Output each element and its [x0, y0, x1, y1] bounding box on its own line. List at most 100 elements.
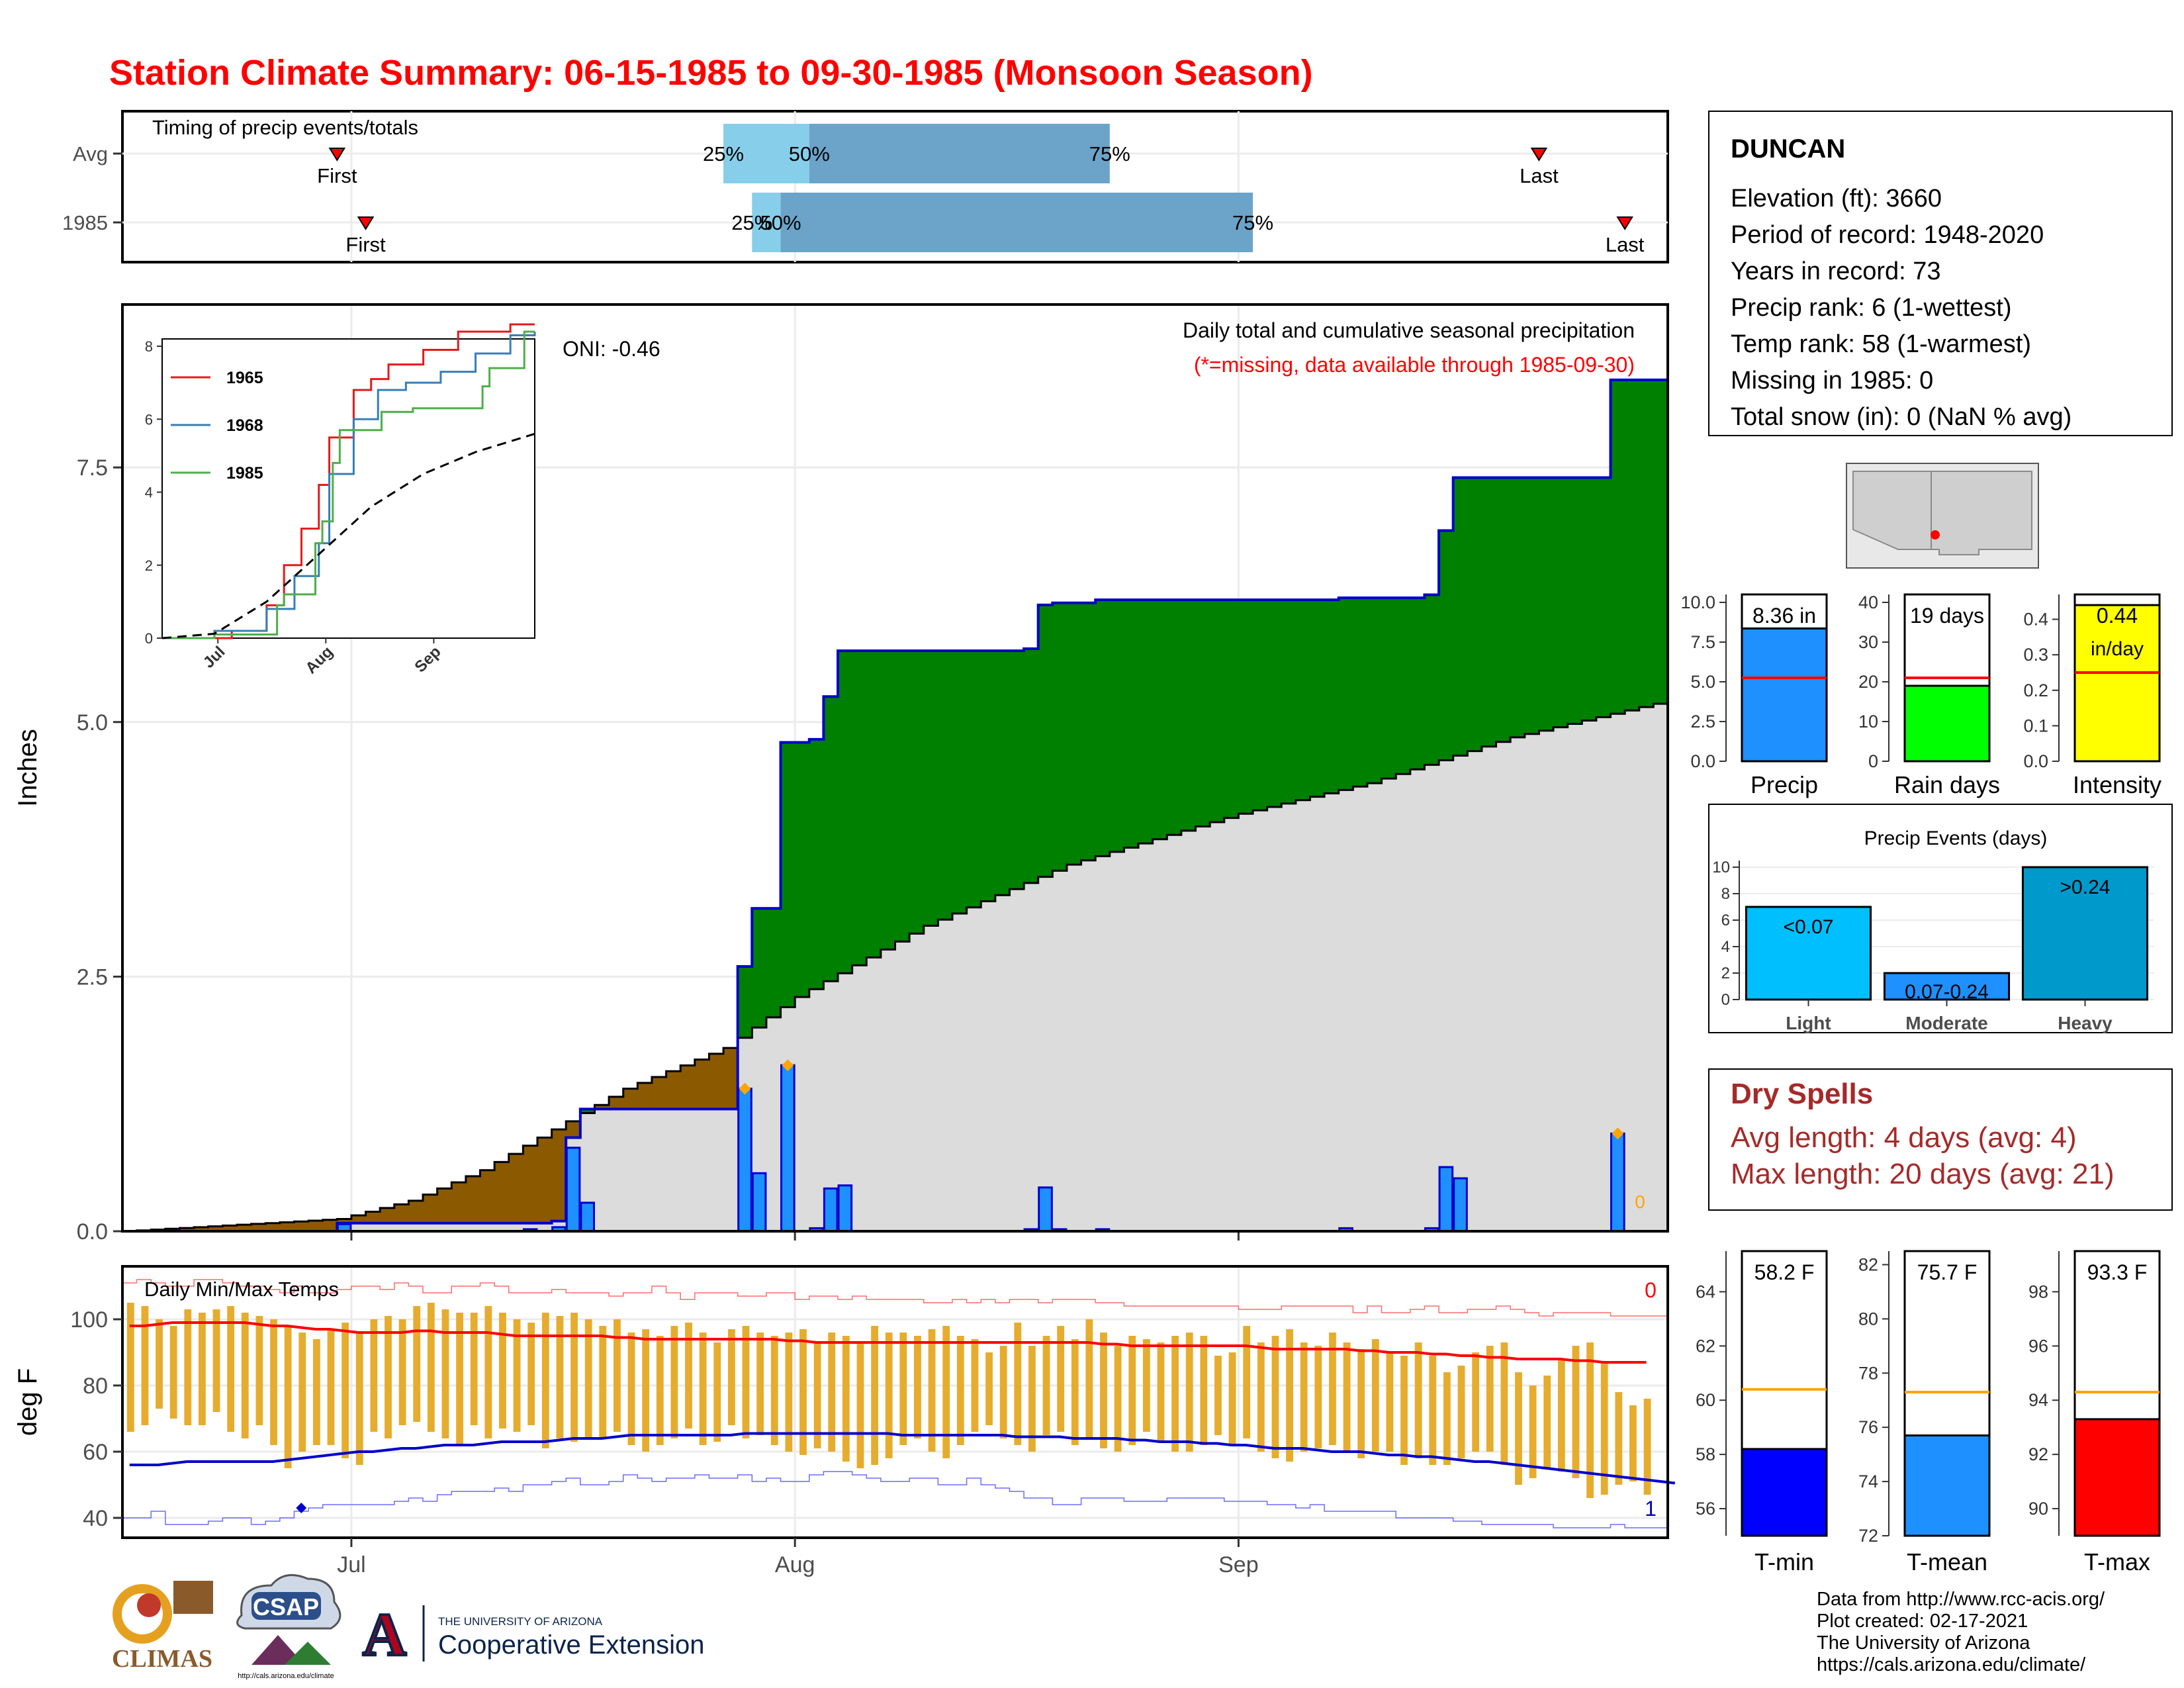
season-temp-ytick-label: 74: [1858, 1472, 1878, 1491]
below-normal-fill: [1295, 800, 1311, 1231]
daily-temp-range-bar: [856, 1342, 864, 1468]
below-normal-fill: [938, 919, 953, 1231]
daily-temp-range-bar: [1572, 1346, 1580, 1478]
below-normal-fill: [680, 1109, 696, 1231]
inset-frame: [161, 338, 535, 639]
inset-legend-label: 1985: [226, 464, 263, 483]
below-normal-fill: [1181, 830, 1197, 1231]
record-day-marker: [739, 1082, 751, 1095]
daily-temp-range-bar: [212, 1309, 220, 1412]
daily-temp-range-bar: [427, 1303, 435, 1432]
below-normal-fill: [823, 981, 839, 1231]
deficit-fill: [551, 1129, 567, 1221]
daily-temp-range-bar: [727, 1329, 735, 1425]
season-total-value-bar: [2073, 604, 2161, 763]
logos: CLIMAS CSAP http://cals.arizona.edu/clim…: [112, 1573, 704, 1680]
season-total-value-bar: [1741, 627, 1828, 763]
record-min-count: 1: [1645, 1497, 1657, 1521]
daily-temp-range-bar: [484, 1306, 492, 1438]
daily-temp-range-bar: [1443, 1372, 1451, 1465]
above-normal-fill: [852, 651, 867, 966]
daily-temp-range-bar: [1028, 1346, 1036, 1452]
daily-temp-range-bar: [398, 1319, 406, 1425]
daily-temp-range-bar: [1371, 1339, 1379, 1452]
events-bar: [2021, 866, 2149, 1001]
inset-ytick-label: 8: [145, 338, 153, 355]
daily-temp-range-bar: [899, 1333, 907, 1445]
below-normal-fill: [1381, 778, 1396, 1231]
above-normal-fill: [938, 651, 953, 920]
season-total-ytick-label: 20: [1858, 672, 1878, 692]
dry-spells-box: Dry Spells Avg length: 4 days (avg: 4) M…: [1708, 1068, 2173, 1211]
timing-last-marker: [1530, 148, 1548, 162]
below-normal-fill: [1639, 707, 1654, 1231]
page-title: Station Climate Summary: 06-15-1985 to 0…: [109, 53, 1313, 93]
deficit-fill: [623, 1088, 638, 1109]
above-normal-fill: [966, 651, 981, 908]
bottom-xtick-label: Aug: [775, 1552, 815, 1577]
below-normal-fill: [966, 907, 981, 1231]
below-normal-fill: [1052, 870, 1068, 1231]
station-line-period: Period of record: 1948-2020: [1731, 221, 2044, 249]
deficit-fill: [508, 1154, 523, 1223]
above-normal-fill: [1524, 477, 1540, 734]
season-total-value-label: 8.36 in: [1752, 604, 1816, 628]
daily-temp-range-bar: [756, 1333, 764, 1435]
season-totals-panels: 0.0 2.5 5.0 7.5 10.0 8.36 in Precip 0 10 20 30 40 19…: [1680, 592, 2161, 798]
dry-spells-avg-length: Avg length: 4 days (avg: 4): [1731, 1121, 2077, 1154]
below-normal-fill: [1310, 796, 1325, 1231]
below-normal-fill: [1424, 765, 1439, 1231]
daily-temp-range-bar: [813, 1342, 821, 1448]
daily-temp-range-bar: [441, 1309, 449, 1438]
daily-temp-range-bar: [1142, 1339, 1150, 1432]
below-normal-fill: [1410, 769, 1426, 1231]
below-normal-fill: [1167, 835, 1182, 1231]
ua-logo-top: THE UNIVERSITY OF ARIZONA: [438, 1615, 603, 1628]
above-normal-fill: [1138, 600, 1154, 844]
daily-temp-range-bar: [1557, 1359, 1565, 1472]
precip-ytick-label: 7.5: [77, 455, 108, 481]
footer-line-url: https://cals.arizona.edu/climate/: [1817, 1654, 2086, 1675]
season-temp-ytick-label: 92: [2028, 1444, 2048, 1464]
below-normal-fill: [1109, 851, 1125, 1231]
events-ytick-label: 10: [1712, 859, 1730, 876]
missing-count-label: 0: [1635, 1192, 1645, 1212]
timing-p25-label: 25%: [731, 211, 772, 234]
precip-ytick-label: 5.0: [77, 710, 108, 735]
above-normal-fill: [752, 908, 767, 1028]
above-normal-fill: [1467, 477, 1482, 751]
daily-temp-range-bar: [1157, 1342, 1165, 1442]
above-normal-fill: [952, 651, 968, 914]
daily-temp-range-bar: [327, 1329, 335, 1445]
daily-temp-range-bar: [1343, 1342, 1351, 1452]
below-normal-fill: [1224, 818, 1239, 1231]
season-temp-ytick-label: 96: [2028, 1336, 2048, 1356]
above-normal-fill: [1009, 651, 1024, 890]
climas-logo: CLIMAS: [112, 1581, 213, 1673]
season-total-ytick-label: 10: [1858, 712, 1878, 731]
daily-temp-range-bar: [227, 1306, 235, 1432]
daily-temp-range-bar: [1414, 1342, 1422, 1458]
daily-temp-range-bar: [656, 1336, 664, 1445]
season-temp-ytick-label: 62: [1696, 1336, 1715, 1356]
daily-temp-range-bar: [999, 1346, 1007, 1438]
below-normal-fill: [1367, 783, 1383, 1231]
events-category-label: Heavy: [2058, 1013, 2113, 1033]
daily-temp-range-bar: [1586, 1342, 1594, 1498]
timing-row-label: Avg: [73, 142, 108, 165]
avg-min-line: [129, 1432, 1676, 1485]
season-total-axis-label: Precip: [1751, 771, 1818, 798]
below-normal-fill: [1138, 843, 1154, 1231]
season-temp-value-label: 93.3 F: [2087, 1260, 2148, 1284]
events-ytick-label: 6: [1721, 912, 1730, 929]
daily-temp-range-bar: [985, 1352, 993, 1425]
below-normal-fill: [795, 997, 810, 1231]
daily-temp-range-bar: [928, 1329, 936, 1452]
above-normal-fill: [1510, 477, 1525, 737]
daily-temp-range-bar: [1214, 1356, 1222, 1435]
daily-temp-range-bar: [1014, 1323, 1022, 1445]
above-normal-fill: [1210, 600, 1225, 823]
station-line-missing: Missing in 1985: 0: [1731, 367, 1933, 395]
daily-temp-range-bar: [942, 1326, 950, 1458]
above-normal-fill: [1653, 379, 1668, 704]
